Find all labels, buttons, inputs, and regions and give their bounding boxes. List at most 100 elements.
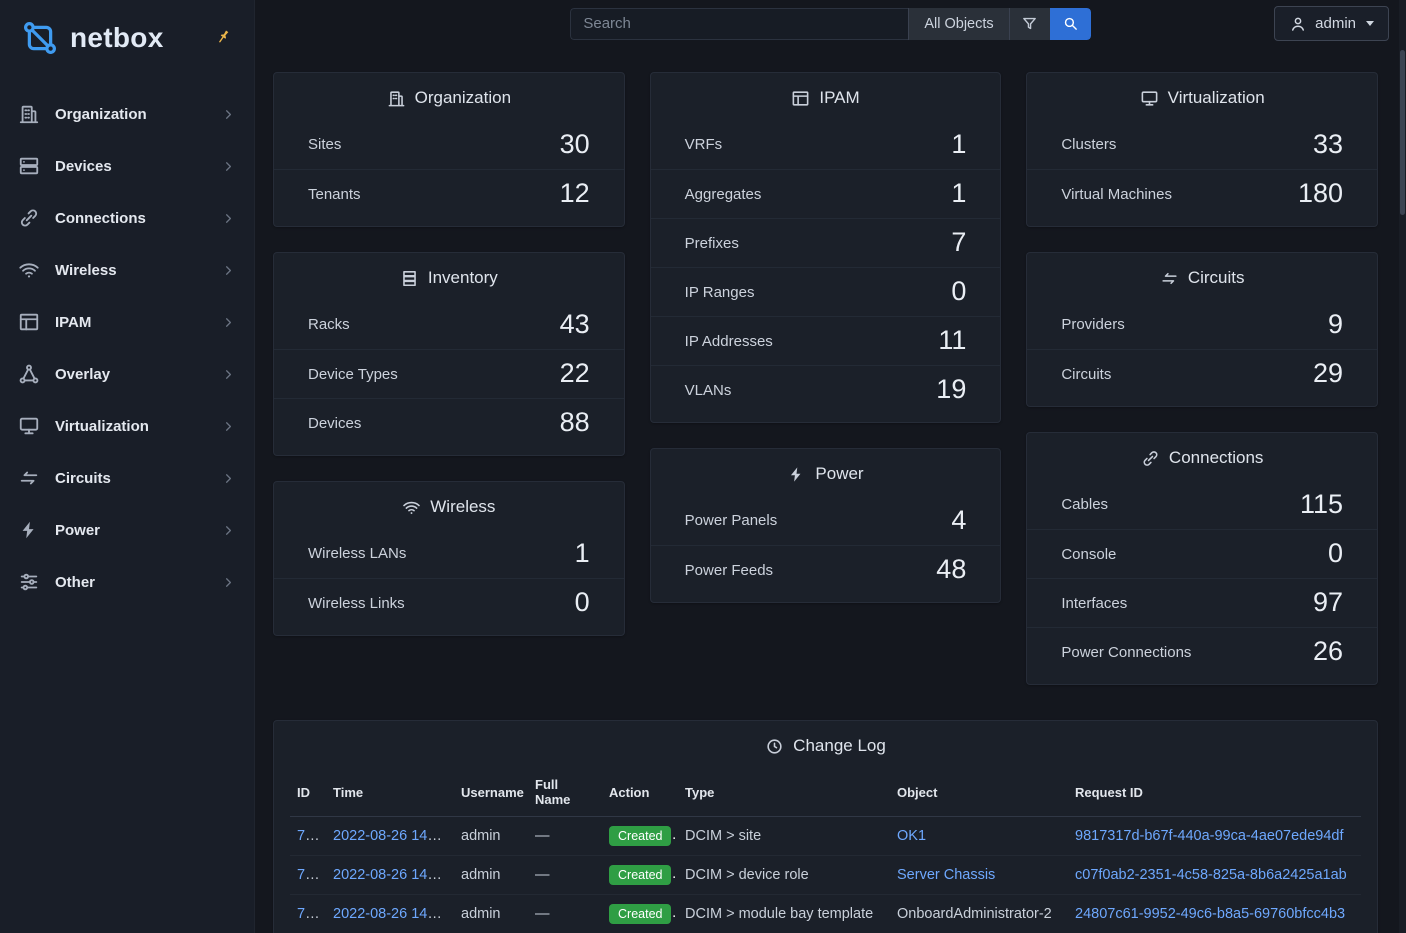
stat-row: Aggregates 1 [650,169,1001,218]
stat-value-link[interactable]: 1 [574,537,590,568]
changelog-requestid-link[interactable]: 9817317d-b67f-440a-99ca-4ae07ede94df [1075,828,1344,844]
wifi-icon [19,263,39,278]
stat-row: Providers 9 [1027,300,1377,349]
changelog-time-link[interactable]: 2022-08-26 14:17 [333,867,448,883]
stat-label: Sites [308,136,342,153]
stat-value-link[interactable]: 0 [574,587,590,618]
scrollbar-thumb[interactable] [1400,50,1405,215]
chevron-right-icon [226,161,231,171]
stat-value-link[interactable]: 30 [559,128,590,159]
col-header-object: Object [890,768,1068,817]
monitor-icon [19,417,39,435]
sidebar-item-virtualization[interactable]: Virtualization [0,400,254,452]
scrollbar-track[interactable] [1399,0,1406,933]
stat-value-link[interactable]: 22 [559,358,590,389]
stat-row: VRFs 1 [651,120,1001,169]
changelog-fullname: — [535,906,550,922]
stat-value-link[interactable]: 4 [951,504,967,535]
changelog-id-link[interactable]: 755 [297,828,322,844]
sidebar-item-wireless[interactable]: Wireless [0,244,254,296]
stat-value-link[interactable]: 12 [559,178,590,209]
inventory-card: Inventory Racks 43 Device Types 22 Devic… [273,252,625,456]
changelog-time-link[interactable]: 2022-08-26 14:15 [333,906,448,922]
changelog-object-link[interactable]: Server Chassis [897,867,996,883]
stat-value-link[interactable]: 1 [951,128,967,159]
stat-value-link[interactable]: 1 [951,178,967,209]
sidebar-item-overlay[interactable]: Overlay [0,348,254,400]
stat-value-link[interactable]: 29 [1312,358,1344,389]
stack-icon [403,270,416,286]
stat-value-link[interactable]: 19 [936,374,967,405]
stat-value-link[interactable]: 88 [559,407,590,438]
changelog-type: DCIM > device role [685,867,809,883]
cable-icon [20,209,38,227]
brand[interactable]: netbox [0,0,254,74]
stat-row: Wireless Links 0 [274,578,624,627]
user-name: admin [1315,15,1356,32]
stat-value-link[interactable]: 9 [1327,308,1344,339]
stat-row: Power Connections 26 [1027,627,1378,676]
user-menu-button[interactable]: admin [1274,6,1389,41]
changelog-fullname: — [535,828,550,844]
stat-value-link[interactable]: 48 [936,554,967,585]
card-title-inventory: Inventory [274,253,624,300]
sidebar-item-circuits[interactable]: Circuits [0,452,254,504]
sidebar-item-ipam[interactable]: IPAM [0,296,254,348]
status-badge: Created [609,826,672,846]
changelog-object-link[interactable]: OK1 [897,828,927,844]
card-title-text: Power [815,464,864,483]
caret-down-icon [1366,21,1374,26]
object-type-select[interactable]: All Objects [908,7,1009,40]
search-input[interactable] [570,7,909,40]
changelog-requestid-link[interactable]: c07f0ab2-2351-4c58-825a-8b6a2425a1ab [1075,867,1347,883]
ipam-card: IPAM VRFs 1 Aggregates 1 Prefixes 7 [649,72,1002,423]
sidebar-item-organization[interactable]: Organization [0,88,254,140]
stat-value-link[interactable]: 180 [1297,178,1344,209]
sidebar-item-power[interactable]: Power [0,504,254,556]
pin-sidebar-icon[interactable] [212,25,236,49]
monitor-icon [1141,90,1158,106]
chevron-right-icon [226,369,231,379]
changelog-id-link[interactable]: 753 [297,906,322,922]
stat-value-link[interactable]: 11 [938,325,967,356]
stat-row: IP Ranges 0 [650,267,1001,316]
stat-label: VLANs [684,381,732,399]
ip-table-icon [19,313,39,331]
chevron-right-icon [226,265,231,275]
netbox-logo-icon [24,22,56,54]
stat-label: Devices [308,414,362,432]
changelog-id-link[interactable]: 754 [297,867,322,883]
stat-value-link[interactable]: 0 [1327,538,1344,569]
changelog-table: ID Time Username Full Name Action Type O… [274,768,1377,933]
stat-label: Prefixes [684,234,739,252]
changelog-username: admin [461,867,501,883]
changelog-card: Change Log ID Time Username Full Name [273,720,1378,933]
stat-value-link[interactable]: 33 [1312,128,1344,159]
sidebar: netbox Organization Devices Connections … [0,0,255,933]
stat-value-link[interactable]: 0 [951,276,967,307]
stat-value-link[interactable]: 115 [1299,488,1344,519]
stat-value-link[interactable]: 26 [1312,636,1344,667]
sidebar-item-connections[interactable]: Connections [0,192,254,244]
power-card: Power Power Panels 4 Power Feeds 48 [649,448,1002,603]
search-submit-button[interactable] [1049,7,1091,40]
stat-row: Tenants 12 [274,169,624,218]
card-title-changelog: Change Log [274,721,1377,768]
stat-label: Tenants [308,185,361,203]
stat-value-link[interactable]: 43 [559,308,590,339]
filter-button[interactable] [1008,7,1050,40]
sidebar-item-other[interactable]: Other [0,556,254,608]
stat-value-link[interactable]: 7 [951,227,967,258]
col-header-username: Username [454,768,528,817]
changelog-time-link[interactable]: 2022-08-26 14:22 [333,828,448,844]
changelog-username: admin [461,828,501,844]
changelog-requestid-link[interactable]: 24807c61-9952-49c6-b8a5-69760bfcc4b3 [1075,906,1346,922]
stat-label: Cables [1061,496,1109,513]
chevron-right-icon [226,577,231,587]
stat-value-link[interactable]: 97 [1312,587,1344,618]
cable-icon [1143,450,1158,466]
virtualization-card: Virtualization Clusters 33 Virtual Machi… [1026,72,1379,227]
sidebar-item-devices[interactable]: Devices [0,140,254,192]
building-icon [19,105,39,124]
table-header-row: ID Time Username Full Name Action Type O… [290,768,1361,817]
